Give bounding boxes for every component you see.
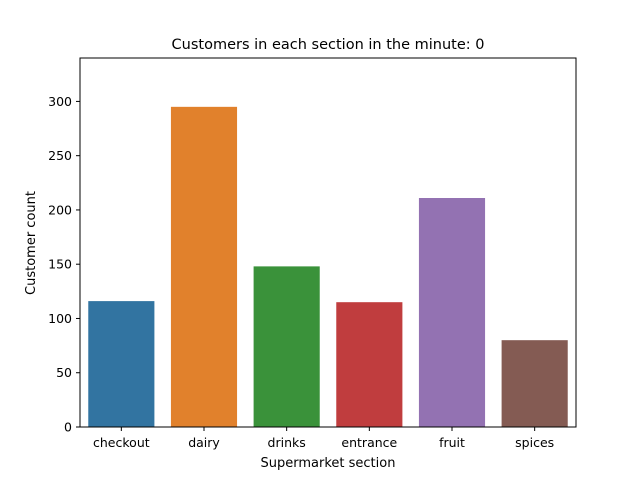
x-tick-label-spices: spices xyxy=(515,435,554,450)
bars-group xyxy=(88,106,568,427)
bar-spices xyxy=(501,340,568,427)
y-tick-label-100: 100 xyxy=(48,311,72,326)
x-tick-label-checkout: checkout xyxy=(93,435,150,450)
y-tick-label-250: 250 xyxy=(48,148,72,163)
y-tick-label-50: 50 xyxy=(56,365,72,380)
x-axis-ticks: checkout dairy drinks entrance fruit spices xyxy=(93,427,554,450)
bar-entrance xyxy=(336,302,403,427)
y-tick-label-200: 200 xyxy=(48,202,72,217)
x-tick-label-drinks: drinks xyxy=(268,435,306,450)
y-axis-ticks: 0 50 100 150 200 250 300 xyxy=(48,94,80,435)
x-tick-label-entrance: entrance xyxy=(341,435,397,450)
y-axis-label: Customer count xyxy=(24,191,39,295)
chart-title: Customers in each section in the minute:… xyxy=(172,37,485,53)
bar-dairy xyxy=(170,106,238,427)
y-tick-label-150: 150 xyxy=(48,257,72,272)
x-tick-label-fruit: fruit xyxy=(439,435,465,450)
plot-frame xyxy=(79,57,577,428)
bar-fruit xyxy=(418,198,486,427)
x-axis-label: Supermarket section xyxy=(261,456,396,471)
y-tick-label-300: 300 xyxy=(48,94,72,109)
bar-drinks xyxy=(253,266,320,427)
x-tick-label-dairy: dairy xyxy=(188,435,220,450)
y-tick-label-0: 0 xyxy=(64,420,72,435)
bar-checkout xyxy=(88,301,155,427)
